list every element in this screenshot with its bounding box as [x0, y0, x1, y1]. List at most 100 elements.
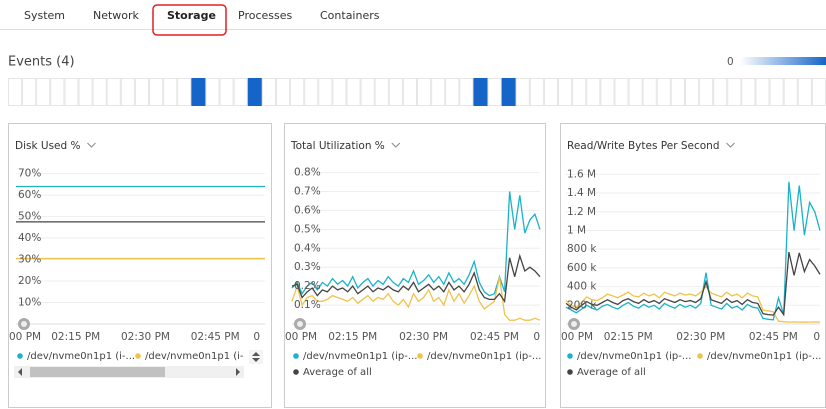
- x-tick-label: 0: [533, 331, 540, 343]
- event-cell: [445, 78, 460, 106]
- y-tick-label: 200 k: [567, 299, 597, 311]
- panel-title: Total Utilization %: [290, 140, 385, 152]
- y-tick-label: 60%: [18, 189, 41, 201]
- y-tick-label: 0.2%: [294, 280, 321, 292]
- legend-dot: [417, 353, 423, 359]
- event-cell: [360, 78, 375, 106]
- legend-entry: Average of all: [577, 367, 646, 378]
- range-handle-inner: [21, 321, 27, 327]
- legend-up[interactable]: [252, 352, 260, 356]
- tab-highlight: [152, 4, 227, 36]
- y-tick-label: 70%: [18, 168, 41, 180]
- panel-title: Read/Write Bytes Per Second: [567, 140, 720, 152]
- event-cell: [515, 78, 530, 106]
- y-tick-label: 1.4 M: [567, 187, 596, 199]
- tab[interactable]: Storage: [167, 9, 216, 22]
- x-tick-label: 02:45 PM: [191, 331, 240, 343]
- event-cell: [402, 78, 417, 106]
- y-tick-label: 1.6 M: [567, 168, 596, 180]
- panel-title: Disk Used %: [15, 140, 81, 152]
- event-cell: [36, 78, 51, 106]
- series-line: [291, 253, 541, 304]
- tab[interactable]: Containers: [320, 9, 380, 22]
- y-tick-label: 0.5%: [294, 223, 321, 235]
- event-cell: [628, 78, 643, 106]
- series-line: [565, 181, 821, 321]
- x-tick-label: 0: [813, 331, 820, 343]
- event-cell: [614, 78, 629, 106]
- legend-dot: [293, 353, 299, 359]
- event-cell: [459, 78, 474, 106]
- event-cell: [290, 78, 305, 106]
- events-scale: [740, 57, 826, 65]
- scroll-thumb[interactable]: [30, 367, 165, 377]
- legend-dot: [697, 353, 703, 359]
- event-cell: [670, 78, 685, 106]
- x-tick-label: 00 PM: [561, 331, 593, 343]
- event-cell: [149, 78, 164, 106]
- event-cell: [529, 78, 544, 106]
- event-cell: [78, 78, 93, 106]
- legend-down[interactable]: [252, 358, 260, 362]
- x-tick-label: 02:15 PM: [51, 331, 100, 343]
- event-cell: [741, 78, 756, 106]
- event-cell: [388, 78, 403, 106]
- event-cell: [431, 78, 446, 106]
- scroll-right[interactable]: [236, 368, 240, 376]
- event-cell: [191, 78, 206, 106]
- event-cell: [727, 78, 742, 106]
- event-cell: [233, 78, 248, 106]
- legend-dot: [567, 353, 573, 359]
- event-cell: [163, 78, 178, 106]
- event-cell: [318, 78, 333, 106]
- event-cell: [769, 78, 784, 106]
- event-cell: [755, 78, 770, 106]
- series-line: [291, 276, 541, 321]
- events-scale-label: 0: [727, 56, 734, 68]
- event-cell: [713, 78, 728, 106]
- x-tick-label: 02:30 PM: [399, 331, 448, 343]
- y-tick-label: 0.7%: [294, 186, 321, 198]
- event-cell: [642, 78, 657, 106]
- scroll-left[interactable]: [18, 368, 22, 376]
- tab[interactable]: Network: [93, 9, 140, 22]
- event-cell: [586, 78, 601, 106]
- panel: [560, 123, 826, 408]
- y-tick-label: 1.2 M: [567, 206, 596, 218]
- x-tick-label: 02:15 PM: [604, 331, 653, 343]
- x-tick-label: 02:30 PM: [676, 331, 725, 343]
- chevron[interactable]: [87, 142, 96, 148]
- chevron[interactable]: [726, 142, 735, 148]
- y-tick-label: 30%: [18, 254, 41, 266]
- event-cell: [92, 78, 107, 106]
- legend-dot: [567, 369, 573, 375]
- y-tick-label: 600 k: [567, 262, 597, 274]
- event-cell: [600, 78, 615, 106]
- y-tick-label: 40%: [18, 232, 41, 244]
- tab[interactable]: Processes: [238, 9, 292, 22]
- event-cell: [656, 78, 671, 106]
- event-cell: [261, 78, 276, 106]
- event-cell: [205, 78, 220, 106]
- event-cell: [50, 78, 65, 106]
- legend-dot: [17, 353, 23, 359]
- events-title: Events (4): [8, 55, 75, 70]
- tab[interactable]: System: [24, 9, 65, 22]
- x-tick-label: 02:45 PM: [749, 331, 798, 343]
- event-cell: [8, 78, 23, 106]
- event-cell: [572, 78, 587, 106]
- legend-entry: /dev/nvme0n1p1 (ip-...: [303, 351, 417, 362]
- legend-scroll: [249, 350, 263, 364]
- event-cell: [332, 78, 347, 106]
- event-cell: [684, 78, 700, 106]
- event-cell: [120, 78, 135, 106]
- event-cell: [501, 78, 516, 106]
- x-tick-label: 00 PM: [285, 331, 317, 343]
- y-tick-label: 400 k: [567, 281, 597, 293]
- event-cell: [275, 78, 291, 106]
- event-cell: [134, 78, 150, 106]
- chevron[interactable]: [391, 142, 401, 148]
- event-cell: [487, 78, 502, 106]
- event-cell: [374, 78, 389, 106]
